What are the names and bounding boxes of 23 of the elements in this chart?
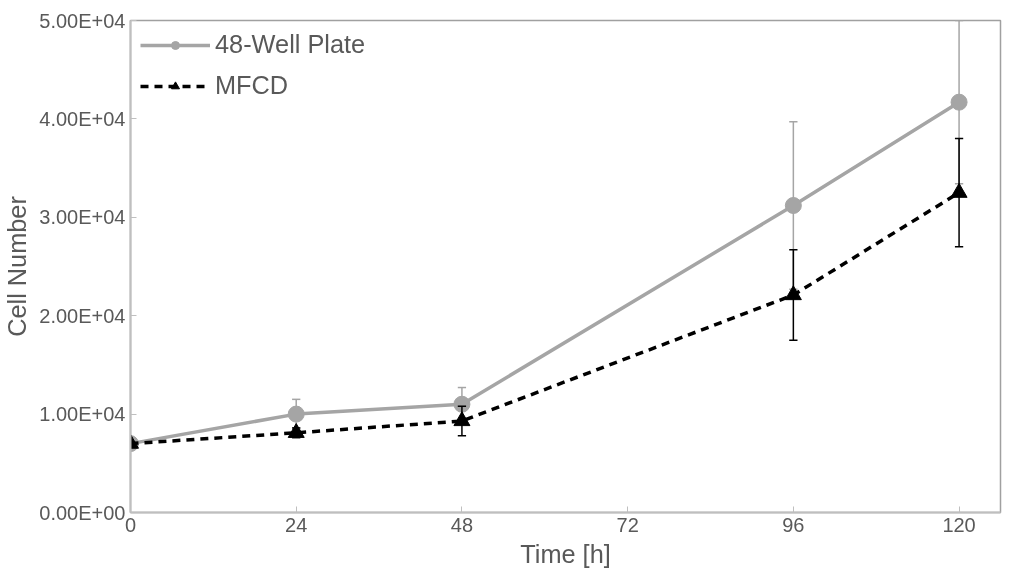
point xyxy=(950,93,968,111)
point xyxy=(784,285,802,301)
point xyxy=(950,182,968,198)
y-tick-label: 3.00E+04 xyxy=(39,206,126,229)
y-tick-label: 2.00E+04 xyxy=(39,304,126,327)
point xyxy=(784,197,802,214)
x-tick-label: 96 xyxy=(782,513,805,536)
point xyxy=(287,405,305,423)
point xyxy=(287,423,305,438)
point xyxy=(453,411,471,427)
x-axis-title: Time [h] xyxy=(520,539,611,568)
y-tick-label: 0.00E+00 xyxy=(39,501,126,524)
x-tick-label: 24 xyxy=(285,513,308,536)
x-tick-label: 48 xyxy=(450,513,474,536)
x-tick-label: 72 xyxy=(616,513,639,536)
y-tick-label: 5.00E+04 xyxy=(39,9,126,32)
legend-label: 48-Well Plate xyxy=(215,30,366,59)
x-tick-label: 0 xyxy=(124,513,137,536)
y-tick-label: 1.00E+04 xyxy=(39,403,126,426)
y-axis-title: Cell Number xyxy=(3,195,32,337)
legend-label: MFCD xyxy=(215,71,289,100)
x-tick-label: 120 xyxy=(942,513,976,536)
y-tick-label: 4.00E+04 xyxy=(39,107,126,130)
